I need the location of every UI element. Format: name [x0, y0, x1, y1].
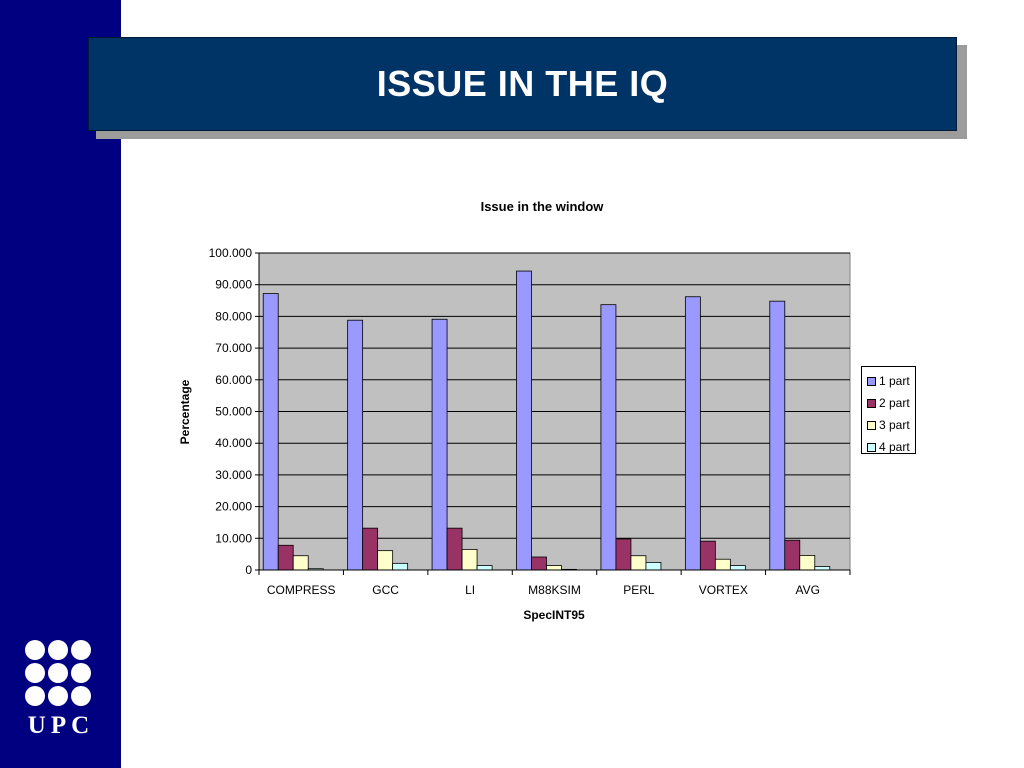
x-tick-label: M88KSIM [528, 583, 581, 597]
legend-swatch [867, 398, 876, 408]
y-tick-label: 80.000 [215, 309, 252, 323]
upc-logo: UPC [25, 640, 97, 739]
y-axis-label: Percentage [178, 379, 192, 444]
y-tick-label: 50.000 [215, 405, 252, 419]
legend-label: 1 part [879, 374, 910, 388]
y-tick-label: 60.000 [215, 373, 252, 387]
legend-swatch [867, 420, 876, 430]
chart-legend: 1 part 2 part 3 part 4 part [861, 366, 916, 454]
x-tick-label: VORTEX [699, 583, 748, 597]
legend-label: 2 part [879, 396, 910, 410]
logo-dots-icon [25, 640, 91, 706]
legend-label: 4 part [879, 440, 910, 454]
bar [814, 566, 831, 571]
bar [277, 544, 294, 571]
bar [262, 293, 279, 571]
x-tick-label: LI [465, 583, 475, 597]
bar [377, 550, 394, 571]
legend-swatch [867, 442, 876, 452]
bar [292, 555, 309, 571]
bar [600, 304, 617, 571]
bar [546, 565, 562, 571]
bar [645, 561, 662, 571]
legend-item: 1 part [862, 370, 915, 392]
bar [769, 300, 786, 571]
bar [531, 556, 547, 571]
slide-title: ISSUE IN THE IQ [376, 63, 669, 104]
y-tick-label: 70.000 [215, 341, 252, 355]
bar [799, 555, 816, 571]
bar [431, 318, 448, 571]
x-tick-label: AVG [796, 583, 820, 597]
bar [461, 548, 478, 571]
chart-title: Issue in the window [481, 199, 605, 214]
bar [699, 540, 716, 571]
bar [784, 539, 801, 571]
bar [630, 555, 647, 571]
y-tick-label: 100.000 [209, 246, 253, 260]
bar [714, 558, 731, 571]
bar [362, 527, 379, 571]
y-tick-label: 0 [245, 563, 252, 577]
bar [615, 538, 632, 571]
bar [347, 319, 364, 571]
legend-item: 4 part [862, 436, 915, 458]
legend-label: 3 part [879, 418, 910, 432]
bar [729, 565, 746, 571]
legend-item: 3 part [862, 414, 915, 436]
y-tick-label: 40.000 [215, 436, 252, 450]
bar [446, 527, 463, 571]
bar [476, 565, 493, 571]
x-tick-label: PERL [623, 583, 655, 597]
bar [684, 296, 701, 571]
x-tick-label: GCC [372, 583, 399, 597]
y-tick-label: 20.000 [215, 500, 252, 514]
title-banner: ISSUE IN THE IQ [88, 37, 957, 131]
legend-swatch [867, 376, 876, 386]
bar [392, 562, 409, 571]
y-tick-label: 90.000 [215, 278, 252, 292]
x-axis-label: SpecINT95 [523, 608, 585, 622]
legend-item: 2 part [862, 392, 915, 414]
bar [516, 270, 532, 571]
logo-text: UPC [27, 712, 95, 739]
y-tick-label: 30.000 [215, 468, 252, 482]
x-tick-label: COMPRESS [267, 583, 336, 597]
y-tick-label: 10.000 [215, 531, 252, 545]
